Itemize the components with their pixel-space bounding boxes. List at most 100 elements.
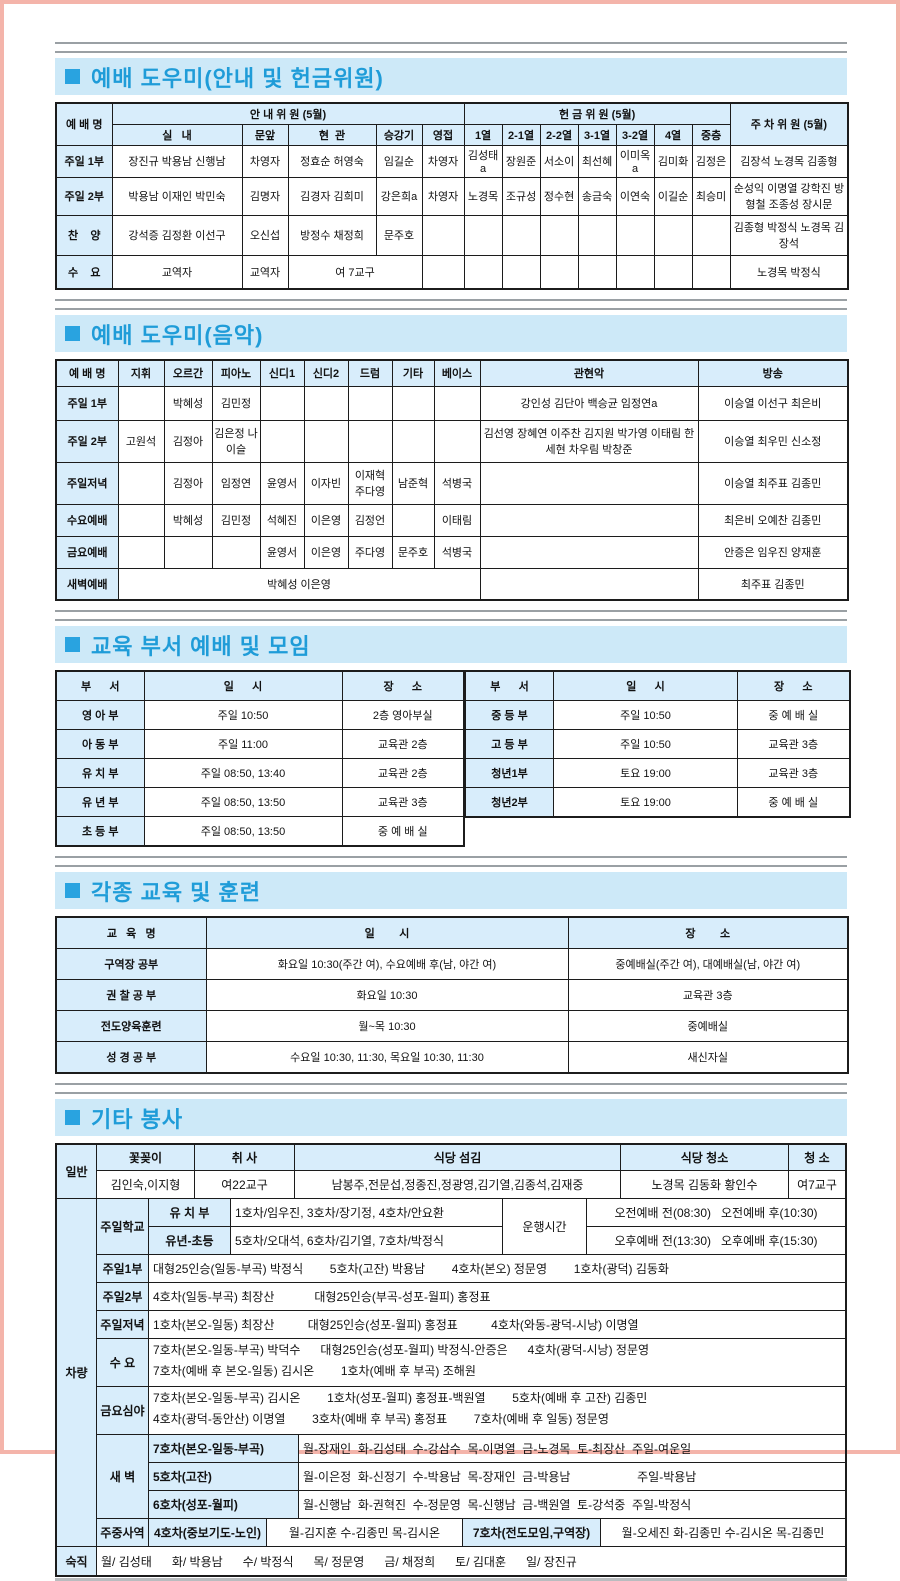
table-row: 중 등 부 주일 10:50 중 예 배 실	[465, 700, 850, 730]
cell	[479, 535, 699, 569]
cell: 대형25인승(일동-부곡) 박정식 5호차(고잔) 박용남 4호차(본오) 정문…	[149, 1255, 845, 1283]
cell: 차영자	[241, 144, 289, 178]
table-row: 전도양육훈련 월~목 10:30 중예배실	[55, 1010, 849, 1042]
col-header: 장 소	[567, 916, 849, 949]
general-body: 꽃꽂이 취 사 식당 섬김 식당 청소 청 소 김인숙,이지형 여22교구 남봉…	[97, 1145, 845, 1199]
cell: 월-장재인 화-김성태 수-강삼수 목-이명열 금-노경목 토-최장산 주일-여…	[299, 1435, 845, 1463]
section-title-music: 예배 도우미(음악)	[55, 315, 847, 352]
cell: 김민정	[211, 385, 261, 421]
cell: 토요 19:00	[553, 787, 738, 818]
cell	[347, 385, 393, 421]
col-header: 부 서	[465, 670, 554, 701]
header-row: 예 배 명 안 내 위 원 (5월) 헌 금 위 원 (5월) 주 차 위 원 …	[55, 102, 849, 146]
cell: 안증은 임우진 양재훈	[697, 535, 849, 569]
col-header: 장 소	[737, 670, 850, 701]
table-row: 오전예배 전(08:30) 오전예배 후(10:30)	[587, 1199, 845, 1227]
group-label-night-duty: 숙직	[57, 1547, 97, 1575]
cell	[117, 535, 165, 569]
col-header: 관현악	[479, 359, 699, 387]
cell: 월-이은정 화-신정기 수-박용남 목-장재인 금-박용남 주일-박용남	[299, 1463, 845, 1491]
cell: 이승열 최우민 신소정	[697, 419, 849, 463]
col-header: 4열	[653, 123, 693, 146]
row-label: 유 치 부	[55, 758, 145, 788]
cell: 이승열 이선구 최은비	[697, 385, 849, 421]
cell: 장진규 박용남 신행남	[111, 144, 243, 178]
col-header: 교 육 명	[55, 916, 207, 949]
col-header: 신디2	[303, 359, 349, 387]
col-header: 2-1열	[501, 123, 541, 146]
cell: 중예배실	[567, 1010, 849, 1042]
dept-label: 유 치 부	[149, 1199, 231, 1227]
cell: 김정언	[347, 503, 393, 537]
section-divider	[55, 1083, 847, 1094]
row-label: 주일저녁	[97, 1311, 149, 1339]
cell: 남준혁	[391, 461, 435, 505]
cell	[117, 503, 165, 537]
cell	[433, 385, 481, 421]
cell: 여22교구	[195, 1171, 295, 1199]
col-header: 피아노	[211, 359, 261, 387]
cell: 장원준	[501, 144, 541, 178]
cell	[259, 385, 305, 421]
table-row: 주일2부 4호차(일동-부곡) 최장산 대형25인승(부곡-성포-월피) 홍정표	[97, 1283, 845, 1311]
cell: 최승미	[691, 176, 731, 216]
cell	[479, 503, 699, 537]
ushers-offering-table: 예 배 명 안 내 위 원 (5월) 헌 금 위 원 (5월) 주 차 위 원 …	[55, 102, 850, 290]
empty-cell	[539, 254, 579, 290]
cell: 오신섭	[241, 214, 289, 256]
group-label-vehicle: 차량	[57, 1199, 97, 1547]
cell: 최은비 오예찬 김종민	[697, 503, 849, 537]
cell	[347, 419, 393, 463]
col-header-cleaning: 청 소	[789, 1145, 845, 1171]
cell: 이은영	[303, 535, 349, 569]
section-title-text: 각종 교육 및 훈련	[91, 879, 262, 905]
misc-service-table: 일반 꽃꽂이 취 사 식당 섬김 식당 청소 청 소 김인숙,이지형 여22교구…	[55, 1143, 847, 1577]
empty-cell	[501, 214, 541, 256]
col-header: 문앞	[241, 123, 289, 146]
table-row: 유 치 부 주일 08:50, 13:40 교육관 2층	[55, 758, 465, 788]
header-row: 꽃꽂이 취 사 식당 섬김 식당 청소 청 소	[97, 1145, 845, 1171]
table-row: 5호차(고잔) 월-이은정 화-신정기 수-박용남 목-장재인 금-박용남 주일…	[149, 1463, 845, 1491]
row-label: 유 년 부	[55, 787, 145, 817]
cell: 교육관 2층	[341, 729, 465, 759]
empty-cell	[615, 214, 655, 256]
cell: 1호차(본오-일동) 최장산 대형25인승(성포-월피) 홍정표 4호차(와동-…	[149, 1311, 845, 1339]
row-label: 주일 2부	[55, 176, 113, 216]
table-row: 유 치 부 1호차/임우진, 3호차/장기정, 4호차/안요환	[149, 1199, 503, 1227]
row-label: 수 요	[97, 1339, 149, 1387]
cell: 주일 08:50, 13:50	[143, 787, 343, 817]
cell: 박용남 이재인 박민숙	[111, 176, 243, 216]
cell	[391, 419, 435, 463]
cell: 이승열 최주표 김종민	[697, 461, 849, 505]
section-bullet-icon	[65, 637, 80, 652]
section-bullet-icon	[65, 326, 80, 341]
runtime-label: 운행시간	[503, 1199, 587, 1255]
table-row: 유년-초등 5호차/오대석, 6호차/김기열, 7호차/박정식	[149, 1227, 503, 1255]
cell: 김은정 나이슬	[211, 419, 261, 463]
col-header-dining-cleaning: 식당 청소	[621, 1145, 789, 1171]
cell: 수요일 10:30, 11:30, 목요일 10:30, 11:30	[205, 1041, 569, 1074]
table-row: 6호차(성포-월피) 월-신행남 화-권혁진 수-정문영 목-신행남 금-백원열…	[149, 1491, 845, 1519]
cell: 석병국	[433, 535, 481, 569]
table-row: 주일 1부 장진규 박용남 신행남 차영자 정효순 허영숙 임길순 차영자 김성…	[55, 144, 849, 178]
cell: 7호차(본오-일동-부곡) 박덕수 대형25인승(성포-월피) 박정식-안증은 …	[149, 1339, 845, 1387]
cell: 화요일 10:30(주간 여), 수요예배 후(남, 야간 여)	[205, 948, 569, 980]
table-row: 주일1부 대형25인승(일동-부곡) 박정식 5호차(고잔) 박용남 4호차(본…	[97, 1255, 845, 1283]
col-header: 일 시	[205, 916, 569, 949]
row-label: 금요예배	[55, 535, 119, 569]
cell: 중 예 배 실	[737, 787, 850, 818]
table-row: 고 등 부 주일 10:50 교육관 3층	[465, 729, 850, 759]
cell: 박혜성 이은영	[117, 567, 481, 601]
cell: 강은희a	[375, 176, 423, 216]
cell: 윤영서	[259, 461, 305, 505]
cell: 주다영	[347, 535, 393, 569]
dawn-body: 7호차(본오-일동-부곡) 월-장재인 화-김성태 수-강삼수 목-이명열 금-…	[149, 1435, 845, 1519]
cell: 중예배실(주간 여), 대예배실(남, 야간 여)	[567, 948, 849, 980]
table-row: 오후예배 전(13:30) 오후예배 후(15:30)	[587, 1227, 845, 1255]
table-row: 초 등 부 주일 08:50, 13:50 중 예 배 실	[55, 816, 465, 847]
cell: 주일 10:50	[553, 729, 738, 759]
cell: 주일 10:50	[553, 700, 738, 730]
bus-line: 4호차(광덕-동안산) 이명열 3호차(예배 후 부곡) 홍정표 7호차(예배 …	[153, 1412, 609, 1426]
bus-label: 6호차(성포-월피)	[149, 1491, 299, 1519]
cell: 최주표 김종민	[697, 567, 849, 601]
